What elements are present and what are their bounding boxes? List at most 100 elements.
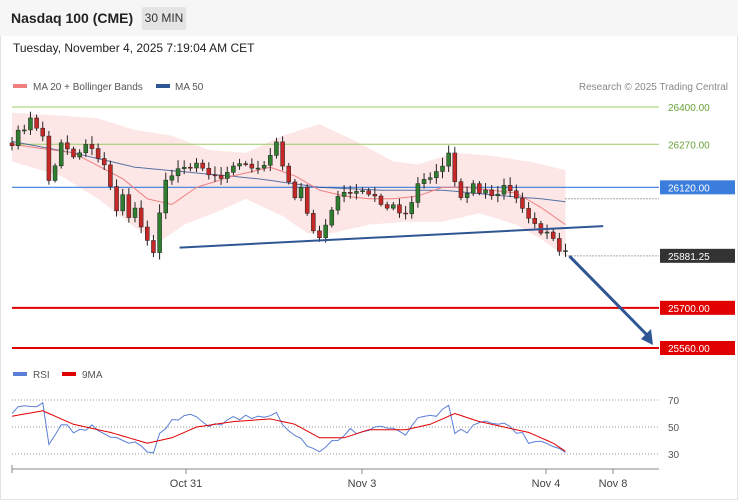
candle-body xyxy=(348,192,353,194)
rsi-9ma-line xyxy=(11,410,566,452)
candle-body xyxy=(145,226,150,241)
projection-arrow-shaft xyxy=(568,255,651,339)
candle-body xyxy=(415,183,421,203)
candle-body xyxy=(77,152,82,158)
level-tag-bg xyxy=(660,341,735,355)
candle-body xyxy=(83,144,89,154)
candle-body xyxy=(95,148,101,159)
candle-body xyxy=(206,167,212,176)
candle-body xyxy=(409,202,414,215)
candle-body xyxy=(212,174,218,177)
price-levels xyxy=(12,106,659,349)
chart-datetime: Tuesday, November 4, 2025 7:19:04 AM CET xyxy=(13,41,255,55)
rsi-line xyxy=(11,401,566,454)
candle-body xyxy=(514,190,519,199)
legend-swatch-rsi xyxy=(13,372,27,376)
candle-body xyxy=(427,177,433,180)
legend-swatch-ma50 xyxy=(156,84,170,88)
instrument-title: Nasdaq 100 (CME) xyxy=(11,10,134,26)
candle-body xyxy=(378,195,384,205)
candle-body xyxy=(225,172,230,179)
level-label: 25560.00 xyxy=(668,344,710,355)
candle-body xyxy=(231,165,236,173)
candle-body xyxy=(298,186,304,199)
candle-body xyxy=(458,181,464,198)
candle-body xyxy=(550,231,556,239)
legend-swatch-ma20 xyxy=(13,84,27,88)
candle-body xyxy=(261,164,267,169)
candle-body xyxy=(132,207,138,218)
candle-body xyxy=(120,194,125,212)
candle-body xyxy=(194,162,199,169)
candle-body xyxy=(501,185,507,195)
candle-body xyxy=(52,165,58,181)
candle-body xyxy=(477,183,482,194)
candle-body xyxy=(102,158,107,166)
level-tag-bg xyxy=(660,300,735,315)
candle-body xyxy=(280,141,285,167)
level-label: 26400.00 xyxy=(668,103,710,114)
candle-body xyxy=(40,127,45,137)
candle-body xyxy=(15,129,21,146)
rsi-tick-label: 50 xyxy=(668,423,680,434)
level-label: 26270.00 xyxy=(668,140,710,151)
projection-arrow-head xyxy=(641,329,653,345)
candle-body xyxy=(544,231,550,234)
candle-body xyxy=(286,165,291,183)
candle-body xyxy=(489,189,494,197)
candle-body xyxy=(22,129,27,132)
candle-body xyxy=(157,212,162,253)
candle-body xyxy=(34,117,39,129)
candle-body xyxy=(403,212,408,215)
candle-body xyxy=(108,164,113,187)
candle-body xyxy=(464,193,470,198)
candle-body xyxy=(329,209,335,226)
candle-body xyxy=(268,155,273,166)
current-price-tag xyxy=(660,248,735,263)
candle-body xyxy=(114,186,119,212)
trend-annotations xyxy=(179,225,653,345)
candle-body xyxy=(317,230,322,239)
candle-body xyxy=(218,174,224,179)
candle-body xyxy=(532,218,537,224)
candle-body xyxy=(557,238,562,252)
candle-body xyxy=(311,213,316,232)
legend-label-rsi: RSI xyxy=(33,370,50,381)
level-tag-bg xyxy=(660,180,735,195)
candle-body xyxy=(507,185,513,192)
candle-body xyxy=(28,117,33,131)
candle-body xyxy=(243,163,248,165)
candle-body xyxy=(563,250,568,252)
candle-body xyxy=(366,190,371,195)
candle-body xyxy=(354,191,359,194)
rsi-panel: 70 50 30 xyxy=(11,396,680,461)
candle-body xyxy=(151,240,156,253)
level-label: 25700.00 xyxy=(668,304,710,315)
legend-label-9ma: 9MA xyxy=(82,370,103,381)
chart-header: Nasdaq 100 (CME) 30 MIN xyxy=(0,0,738,36)
candle-body xyxy=(163,179,168,214)
candle-body xyxy=(249,163,255,169)
candle-body xyxy=(520,197,525,209)
support-trendline xyxy=(179,225,604,249)
candle-body xyxy=(200,162,205,169)
rsi-tick-label: 30 xyxy=(668,450,680,461)
candle-body xyxy=(58,142,64,167)
level-label: 26120.00 xyxy=(668,183,710,194)
candle-body xyxy=(397,204,402,214)
candle-body xyxy=(169,175,175,181)
candle-body xyxy=(483,189,488,194)
candle-body xyxy=(421,179,427,184)
candle-body xyxy=(292,181,298,199)
candlesticks xyxy=(9,111,568,260)
legend-swatch-9ma xyxy=(62,372,76,376)
timeframe-badge[interactable]: 30 MIN xyxy=(142,7,186,30)
legend-label-ma20: MA 20 + Bollinger Bands xyxy=(33,82,143,93)
candle-body xyxy=(335,196,341,211)
candle-body xyxy=(255,167,261,170)
candle-body xyxy=(237,163,242,167)
candle-body xyxy=(274,141,279,156)
candle-body xyxy=(138,207,144,228)
candle-body xyxy=(89,144,95,149)
